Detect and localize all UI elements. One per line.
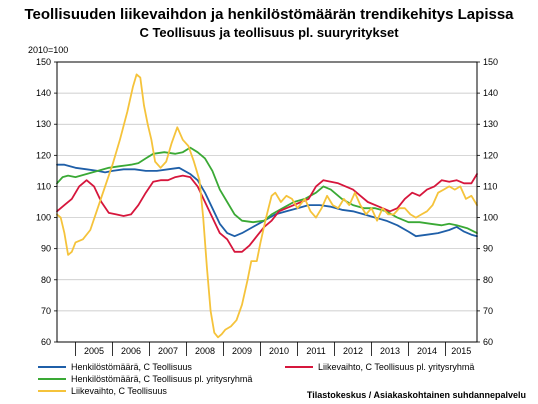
y-tick-label-right-110: 110 bbox=[483, 181, 497, 191]
y-tick-label-right-150: 150 bbox=[483, 57, 498, 67]
x-tick-label-2009: 2009 bbox=[232, 346, 252, 356]
y-tick-label-right-100: 100 bbox=[483, 213, 498, 223]
x-tick-label-2011: 2011 bbox=[306, 346, 325, 356]
y-tick-label-right-90: 90 bbox=[483, 244, 493, 254]
y-tick-label-left-70: 70 bbox=[41, 306, 51, 316]
x-tick-label-2005: 2005 bbox=[84, 346, 104, 356]
x-tick-label-2006: 2006 bbox=[121, 346, 141, 356]
y-tick-label-right-120: 120 bbox=[483, 150, 498, 160]
series-lines bbox=[56, 73, 478, 339]
x-tick-label-2012: 2012 bbox=[343, 346, 363, 356]
y-tick-label-right-140: 140 bbox=[483, 88, 498, 98]
y-axis-right: 60 70 80 90 100 110 120 130 140 150 bbox=[477, 57, 498, 347]
legend-label-henkilosto_pl: Henkilöstömäärä, C Teollisuus pl. yritys… bbox=[71, 374, 252, 384]
y-tick-label-left-140: 140 bbox=[36, 88, 51, 98]
legend: Henkilöstömäärä, C Teollisuus Henkilöstöm… bbox=[38, 362, 474, 396]
legend-label-liikevaihto_pl: Liikevaihto, C Teollisuus pl. yritysryhm… bbox=[318, 362, 474, 372]
y-tick-label-left-90: 90 bbox=[41, 244, 51, 254]
series-line-liikevaihto_pl bbox=[56, 173, 478, 253]
x-tick-label-2008: 2008 bbox=[195, 346, 215, 356]
y-tick-label-left-150: 150 bbox=[36, 57, 51, 67]
x-tick-label-2010: 2010 bbox=[269, 346, 289, 356]
x-tick-label-2013: 2013 bbox=[380, 346, 400, 356]
y-tick-label-right-130: 130 bbox=[483, 119, 498, 129]
y-tick-label-left-80: 80 bbox=[41, 275, 51, 285]
y-tick-label-left-130: 130 bbox=[36, 119, 51, 129]
plot-frame bbox=[56, 61, 478, 343]
chart-title: Teollisuuden liikevaihdon ja henkilöstöm… bbox=[24, 6, 514, 23]
y-tick-label-right-80: 80 bbox=[483, 275, 493, 285]
y-axis-left: 60 70 80 90 100 110 120 130 140 150 bbox=[36, 57, 57, 347]
series-line-liikevaihto_c bbox=[56, 73, 478, 339]
series-line-henkilosto_pl bbox=[56, 146, 478, 234]
legend-label-liikevaihto_c: Liikevaihto, C Teollisuus bbox=[71, 386, 167, 396]
source-credit: Tilastokeskus / Asiakaskohtainen suhdann… bbox=[307, 390, 526, 400]
y-tick-label-left-60: 60 bbox=[41, 337, 51, 347]
y-tick-label-left-100: 100 bbox=[36, 213, 51, 223]
legend-label-henkilosto_c: Henkilöstömäärä, C Teollisuus bbox=[71, 362, 192, 372]
y-tick-label-right-60: 60 bbox=[483, 337, 493, 347]
chart-subtitle: C Teollisuus ja teollisuus pl. suuryrity… bbox=[139, 25, 399, 40]
y-tick-label-left-110: 110 bbox=[37, 181, 51, 191]
x-axis: 2005 2006 2007 2008 2009 2010 2011 2012 2013 2014… bbox=[75, 342, 471, 356]
x-tick-label-2014: 2014 bbox=[417, 346, 437, 356]
x-tick-label-2015: 2015 bbox=[451, 346, 471, 356]
y-tick-label-left-120: 120 bbox=[36, 150, 51, 160]
y-tick-label-right-70: 70 bbox=[483, 306, 493, 316]
x-tick-label-2007: 2007 bbox=[158, 346, 178, 356]
gridlines bbox=[57, 92, 477, 312]
y-axis-unit-label: 2010=100 bbox=[28, 45, 68, 55]
series-line-henkilosto_c bbox=[56, 163, 478, 238]
